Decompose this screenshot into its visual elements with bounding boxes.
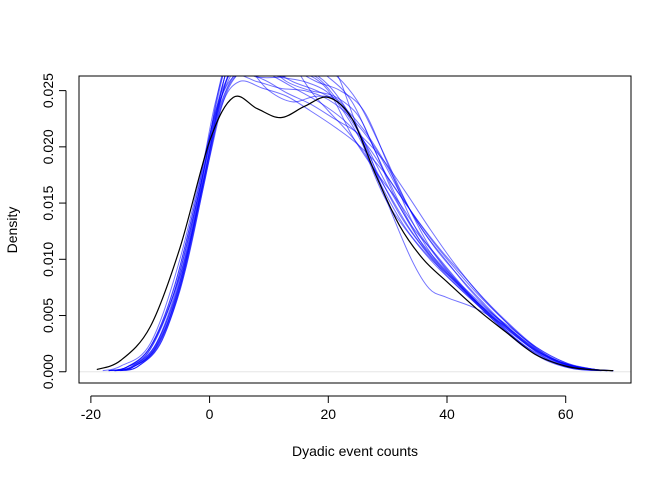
simulated-density-line-2 bbox=[108, 76, 614, 372]
y-tick-label: 0.015 bbox=[40, 185, 56, 220]
y-tick-label: 0.010 bbox=[40, 242, 56, 277]
x-tick-label: 0 bbox=[206, 406, 214, 422]
simulated-density-line-7 bbox=[114, 76, 602, 372]
simulated-density-line-5 bbox=[114, 76, 608, 372]
y-tick-label: 0.025 bbox=[40, 73, 56, 108]
x-tick-label: -20 bbox=[81, 406, 101, 422]
observed-density-line bbox=[96, 95, 614, 372]
y-tick-label: 0.020 bbox=[40, 129, 56, 164]
plot-frame bbox=[78, 75, 632, 384]
y-axis: 0.000 0.005 0.010 0.015 0.020 0.025 bbox=[40, 73, 67, 389]
simulated-density-line-11 bbox=[108, 76, 614, 372]
simulated-density-line-13 bbox=[114, 76, 614, 372]
x-tick-label: 40 bbox=[439, 406, 455, 422]
y-axis-title: Density bbox=[4, 207, 20, 254]
simulated-density-line-4 bbox=[108, 76, 602, 372]
y-tick-label: 0.005 bbox=[40, 298, 56, 333]
x-axis-title: Dyadic event counts bbox=[292, 443, 418, 459]
x-axis: -20 0 20 40 60 bbox=[81, 395, 574, 422]
simulated-density-line-15 bbox=[108, 76, 614, 372]
simulated-density-line-3 bbox=[114, 76, 608, 372]
y-tick-label: 0.000 bbox=[40, 354, 56, 389]
x-tick-label: 20 bbox=[321, 406, 337, 422]
simulated-density-line-6 bbox=[108, 76, 614, 372]
x-tick-label: 60 bbox=[558, 406, 574, 422]
density-curves bbox=[79, 76, 631, 373]
simulated-density-line-10 bbox=[114, 76, 608, 372]
